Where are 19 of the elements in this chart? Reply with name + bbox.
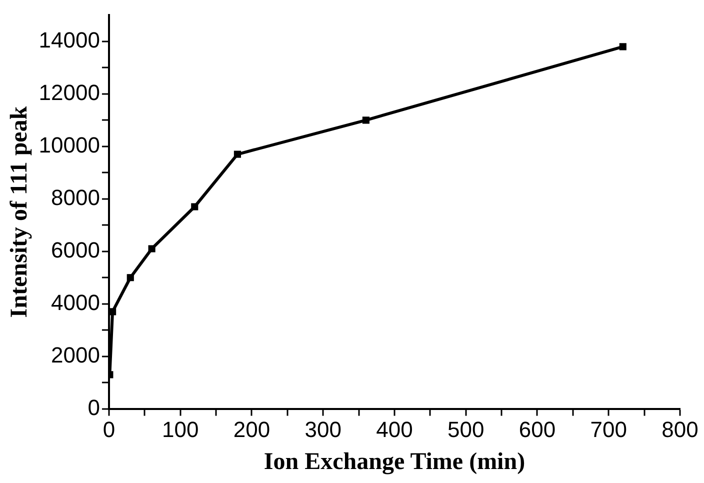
x-tick-label: 700 <box>590 417 627 442</box>
x-tick-label: 600 <box>518 417 556 442</box>
y-tick-label: 12000 <box>38 80 100 105</box>
x-tick-label: 400 <box>376 417 413 442</box>
x-axis-title: Ion Exchange Time (min) <box>264 448 526 475</box>
x-tick-label: 0 <box>102 417 116 442</box>
x-tick-label: 500 <box>448 417 484 442</box>
y-tick-label: 4000 <box>51 290 100 315</box>
x-tick-label: 100 <box>162 417 199 442</box>
y-axis-title: Intensity of 111 peak <box>6 106 33 318</box>
x-tick-label: 300 <box>304 417 342 442</box>
y-tick-label: 10000 <box>38 132 100 158</box>
y-tick-label: 14000 <box>38 28 100 52</box>
y-tick-label: 0 <box>88 394 100 420</box>
y-tick-label: 8000 <box>51 184 100 210</box>
y-tick-label: 6000 <box>51 237 100 262</box>
y-tick-label: 2000 <box>51 342 100 368</box>
x-tick-label: 800 <box>662 417 698 442</box>
x-tick-label: 200 <box>233 417 270 442</box>
